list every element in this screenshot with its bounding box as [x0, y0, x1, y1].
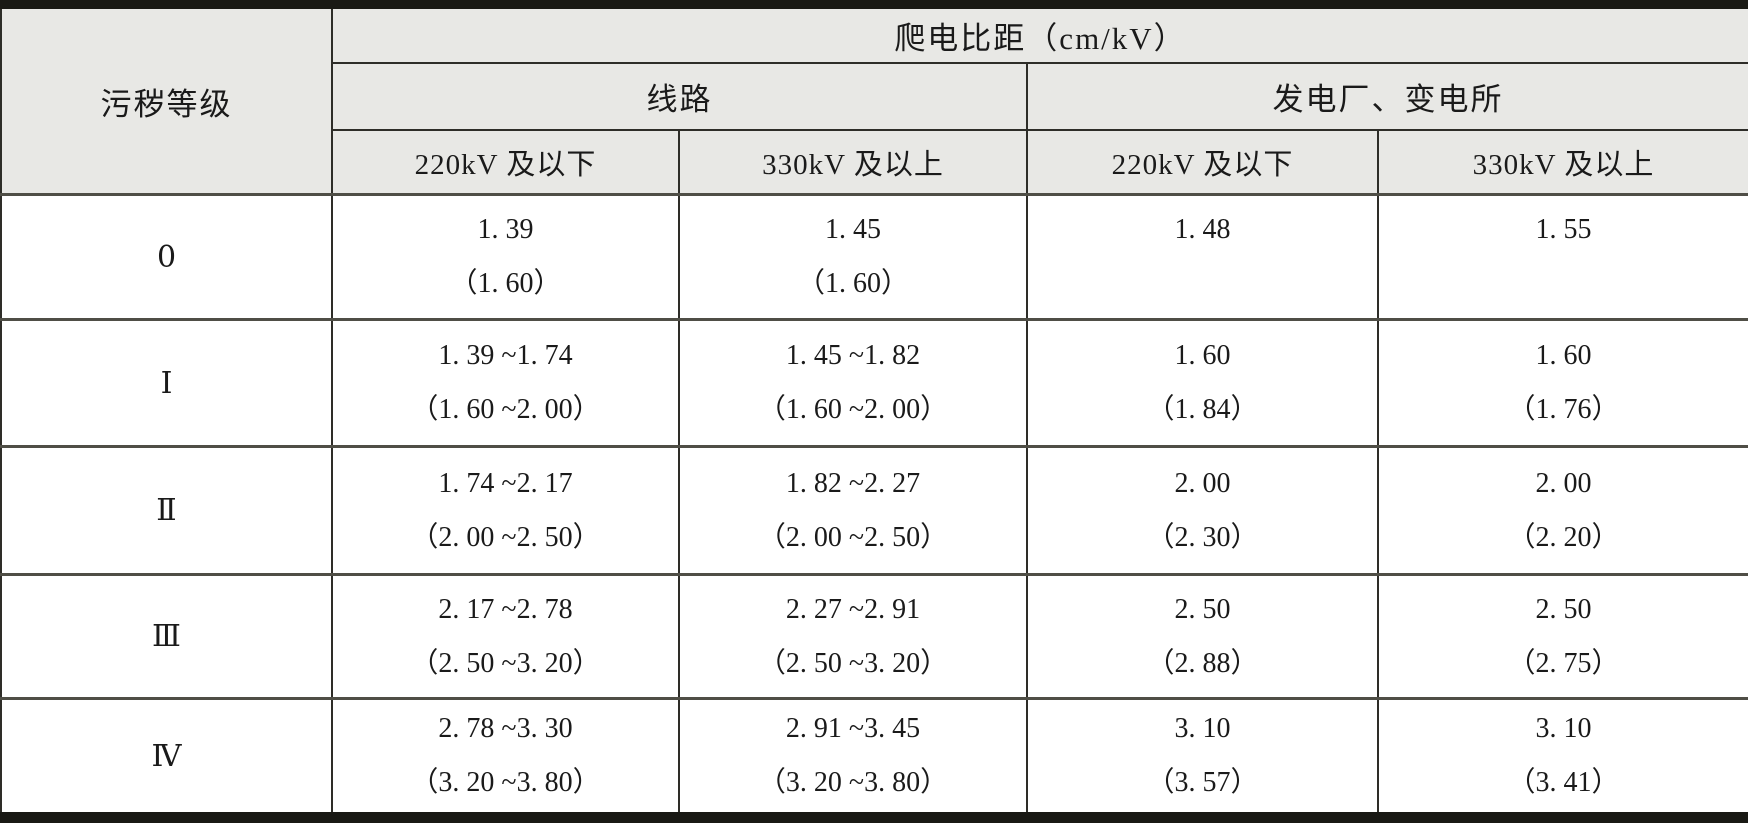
value-cell: 2. 50 （2. 88）	[1026, 573, 1379, 699]
value-paren: （2. 75）	[1507, 647, 1620, 679]
header-row-groups: 线路 发电厂、变电所	[1, 62, 1748, 131]
value-cell: 3. 10 （3. 41）	[1377, 697, 1748, 818]
value-paren: （3. 20 ~3. 80）	[757, 767, 949, 799]
value-main: 3. 10	[1535, 713, 1592, 745]
value-cell: 1. 82 ~2. 27 （2. 00 ~2. 50）	[678, 445, 1028, 575]
value-cell: 1. 45 ~1. 82 （1. 60 ~2. 00）	[678, 317, 1028, 447]
value-cell: 1. 60 （1. 84）	[1026, 317, 1379, 447]
value-cell: 2. 50 （2. 75）	[1377, 573, 1748, 699]
level-cell: Ⅳ	[0, 697, 333, 818]
value-cell: 1. 60 （1. 76）	[1377, 317, 1748, 447]
value-main: 2. 78 ~3. 30	[438, 713, 573, 745]
value-main: 1. 48	[1174, 214, 1231, 245]
value-main: 1. 39	[477, 214, 534, 245]
header-row-voltages: 220kV 及以下 330kV 及以上 220kV 及以下 330kV 及以上	[1, 129, 1748, 196]
value-paren	[1029, 257, 1376, 311]
value-paren: （2. 20）	[1507, 521, 1620, 553]
value-cell: 2. 17 ~2. 78 （2. 50 ~3. 20）	[331, 573, 680, 699]
value-cell: 1. 45 （1. 60）	[678, 193, 1028, 320]
value-cell: 1. 39 ~1. 74 （1. 60 ~2. 00）	[331, 317, 680, 447]
column-header-plants-220kv: 220kV 及以下	[1026, 129, 1379, 196]
level-cell: Ⅰ	[0, 317, 333, 447]
table-row-level-1: Ⅰ 1. 39 ~1. 74 （1. 60 ~2. 00） 1. 45 ~1. …	[0, 317, 1748, 447]
value-paren: （1. 60）	[796, 268, 909, 299]
value-cell: 1. 48	[1026, 193, 1379, 320]
column-header-plants-330kv: 330kV 及以上	[1377, 129, 1748, 196]
value-cell: 2. 00 （2. 20）	[1377, 445, 1748, 575]
value-main: 1. 60	[1535, 340, 1592, 372]
value-cell: 2. 27 ~2. 91 （2. 50 ~3. 20）	[678, 573, 1028, 699]
table-row-level-2: Ⅱ 1. 74 ~2. 17 （2. 00 ~2. 50） 1. 82 ~2. …	[0, 445, 1748, 575]
value-main: 1. 39 ~1. 74	[438, 340, 573, 372]
table-row-level-3: Ⅲ 2. 17 ~2. 78 （2. 50 ~3. 20） 2. 27 ~2. …	[0, 573, 1748, 699]
value-paren: （3. 41）	[1507, 767, 1620, 799]
value-main: 2. 91 ~3. 45	[785, 713, 921, 745]
value-main: 1. 74 ~2. 17	[438, 467, 573, 499]
value-paren: （1. 84）	[1146, 394, 1259, 426]
value-main: 2. 00	[1535, 467, 1592, 499]
table-row-level-0: 0 1. 39 （1. 60） 1. 45 （1. 60） 1. 48 1. 5…	[0, 193, 1748, 320]
value-paren: （1. 60 ~2. 00）	[410, 394, 601, 426]
value-main: 1. 45	[825, 214, 881, 245]
value-cell: 2. 91 ~3. 45 （3. 20 ~3. 80）	[678, 697, 1028, 818]
value-paren	[1380, 257, 1747, 311]
value-main: 1. 60	[1174, 340, 1231, 372]
value-main: 1. 55	[1535, 214, 1592, 245]
column-header-lines-330kv: 330kV 及以上	[678, 129, 1028, 196]
header-creepage-ratio: 爬电比距（cm/kV）	[331, 4, 1748, 64]
value-main: 2. 00	[1174, 467, 1231, 499]
value-cell: 1. 55	[1377, 193, 1748, 320]
value-main: 3. 10	[1174, 713, 1231, 745]
column-header-lines-220kv: 220kV 及以下	[331, 129, 680, 196]
value-paren: （2. 50 ~3. 20）	[410, 647, 601, 679]
level-cell: Ⅲ	[0, 573, 333, 699]
value-paren: （1. 76）	[1507, 394, 1620, 426]
value-cell: 2. 00 （2. 30）	[1026, 445, 1379, 575]
value-cell: 2. 78 ~3. 30 （3. 20 ~3. 80）	[331, 697, 680, 818]
row-header-pollution-level: 污秽等级	[0, 4, 333, 196]
level-cell: Ⅱ	[0, 445, 333, 575]
value-paren: （1. 60）	[449, 268, 562, 299]
value-paren: （2. 00 ~2. 50）	[757, 521, 949, 553]
value-cell: 1. 39 （1. 60）	[331, 193, 680, 320]
value-paren: （3. 57）	[1146, 767, 1259, 799]
value-cell: 1. 74 ~2. 17 （2. 00 ~2. 50）	[331, 445, 680, 575]
value-paren: （3. 20 ~3. 80）	[410, 767, 601, 799]
value-main: 2. 17 ~2. 78	[438, 593, 573, 625]
value-main: 2. 50	[1174, 593, 1231, 625]
value-paren: （2. 30）	[1146, 521, 1259, 553]
table-row-level-4: Ⅳ 2. 78 ~3. 30 （3. 20 ~3. 80） 2. 91 ~3. …	[0, 697, 1748, 818]
value-main: 1. 45 ~1. 82	[785, 340, 921, 372]
header-row-top: 污秽等级 爬电比距（cm/kV）	[0, 4, 1748, 196]
value-main: 1. 82 ~2. 27	[785, 467, 921, 499]
level-cell: 0	[0, 193, 333, 320]
value-paren: （2. 50 ~3. 20）	[757, 647, 949, 679]
group-header-plants-substations: 发电厂、变电所	[1026, 62, 1748, 131]
value-main: 2. 50	[1535, 593, 1592, 625]
value-paren: （2. 00 ~2. 50）	[410, 521, 601, 553]
group-header-lines: 线路	[331, 62, 1028, 131]
value-main: 2. 27 ~2. 91	[785, 593, 921, 625]
value-paren: （1. 60 ~2. 00）	[757, 394, 949, 426]
value-paren: （2. 88）	[1146, 647, 1259, 679]
value-cell: 3. 10 （3. 57）	[1026, 697, 1379, 818]
